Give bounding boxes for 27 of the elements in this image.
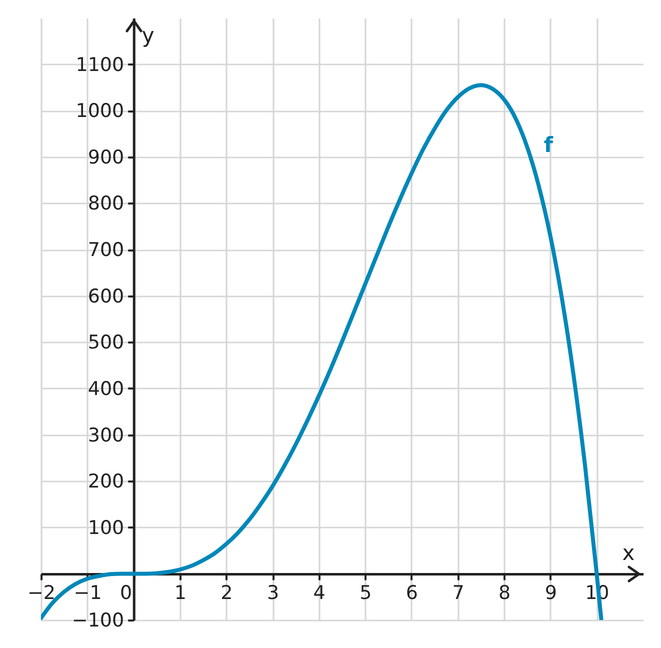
y-tick-label: −100: [72, 610, 124, 632]
x-tick-label: 7: [452, 582, 464, 604]
y-axis-title: y: [142, 24, 154, 48]
y-tick-label: 1000: [76, 100, 124, 122]
x-tick-label: 8: [498, 582, 511, 604]
x-tick-label: 3: [266, 582, 280, 604]
y-tick-label: 500: [88, 332, 124, 354]
x-tick-label: 6: [406, 582, 418, 604]
y-tick-label: 700: [88, 239, 124, 262]
y-tick-label: 900: [88, 146, 124, 168]
y-tick-label: 800: [88, 192, 124, 215]
series-label: f: [544, 133, 554, 158]
x-tick-label: 2: [220, 582, 233, 604]
x-tick-label: 0: [120, 582, 132, 604]
y-tick-label: 300: [88, 424, 124, 446]
x-tick-label: 4: [313, 582, 326, 604]
x-tick-label: −1: [74, 582, 102, 604]
x-tick-label: −2: [27, 582, 56, 604]
x-axis-title: x: [622, 541, 635, 566]
x-tick-label: 5: [360, 582, 372, 604]
y-tick-label: 400: [88, 378, 124, 400]
x-tick-label: 9: [544, 582, 557, 604]
y-tick-label: 1100: [76, 54, 124, 76]
y-tick-label: 200: [88, 470, 124, 493]
y-tick-label: 100: [88, 516, 124, 539]
x-tick-label: 1: [174, 582, 186, 604]
y-tick-label: 600: [88, 285, 124, 308]
